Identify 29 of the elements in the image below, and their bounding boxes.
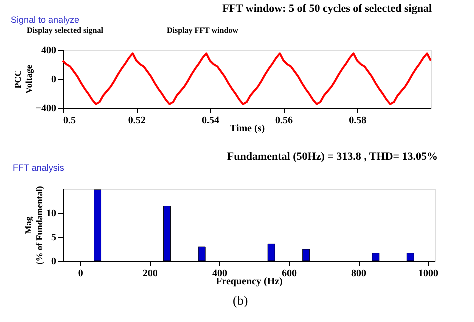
text: (b) [233,293,248,308]
chart-title: Fundamental (50Hz) = 313.8 , THD= 13.05% [227,151,438,163]
text: Signal to analyze [11,15,80,25]
x-tick-label: 0.5 [64,116,76,126]
x-tick-label: 800 [352,268,367,280]
text: Display FFT window [167,26,239,35]
x-tick-label: 0.54 [202,116,220,126]
y-tick-label: 5 [52,232,56,244]
x-axis-title: Time (s) [230,124,266,134]
x-tick-label: 1000 [418,268,439,280]
text: FFT analysis [13,163,65,173]
text: Display selected signal [27,26,104,35]
x-tick-label: 600 [282,268,297,280]
x-tick-label: 0 [78,268,84,280]
y-tick-label: 0 [52,256,56,268]
x-axis-title: Frequency (Hz) [216,276,283,288]
x-tick-label: 400 [212,268,228,280]
y-tick-label: 0 [52,74,56,86]
y-axis-title: Mag (% of Fundamental) [24,186,44,265]
x-tick-label: 0.56 [276,116,294,126]
y-tick-label: 400 [42,46,56,56]
line-series [62,52,432,106]
y-tick-label: 10 [46,208,56,220]
x-tick-label: 0.52 [128,116,146,126]
chart-title: FFT window: 5 of 50 cycles of selected signal [222,3,432,15]
x-tick-label: 0.58 [349,116,367,126]
x-tick-label: 200 [142,268,158,280]
y-tick-label: −400 [36,104,56,114]
y-axis-title: PCC Voltage [12,65,34,94]
